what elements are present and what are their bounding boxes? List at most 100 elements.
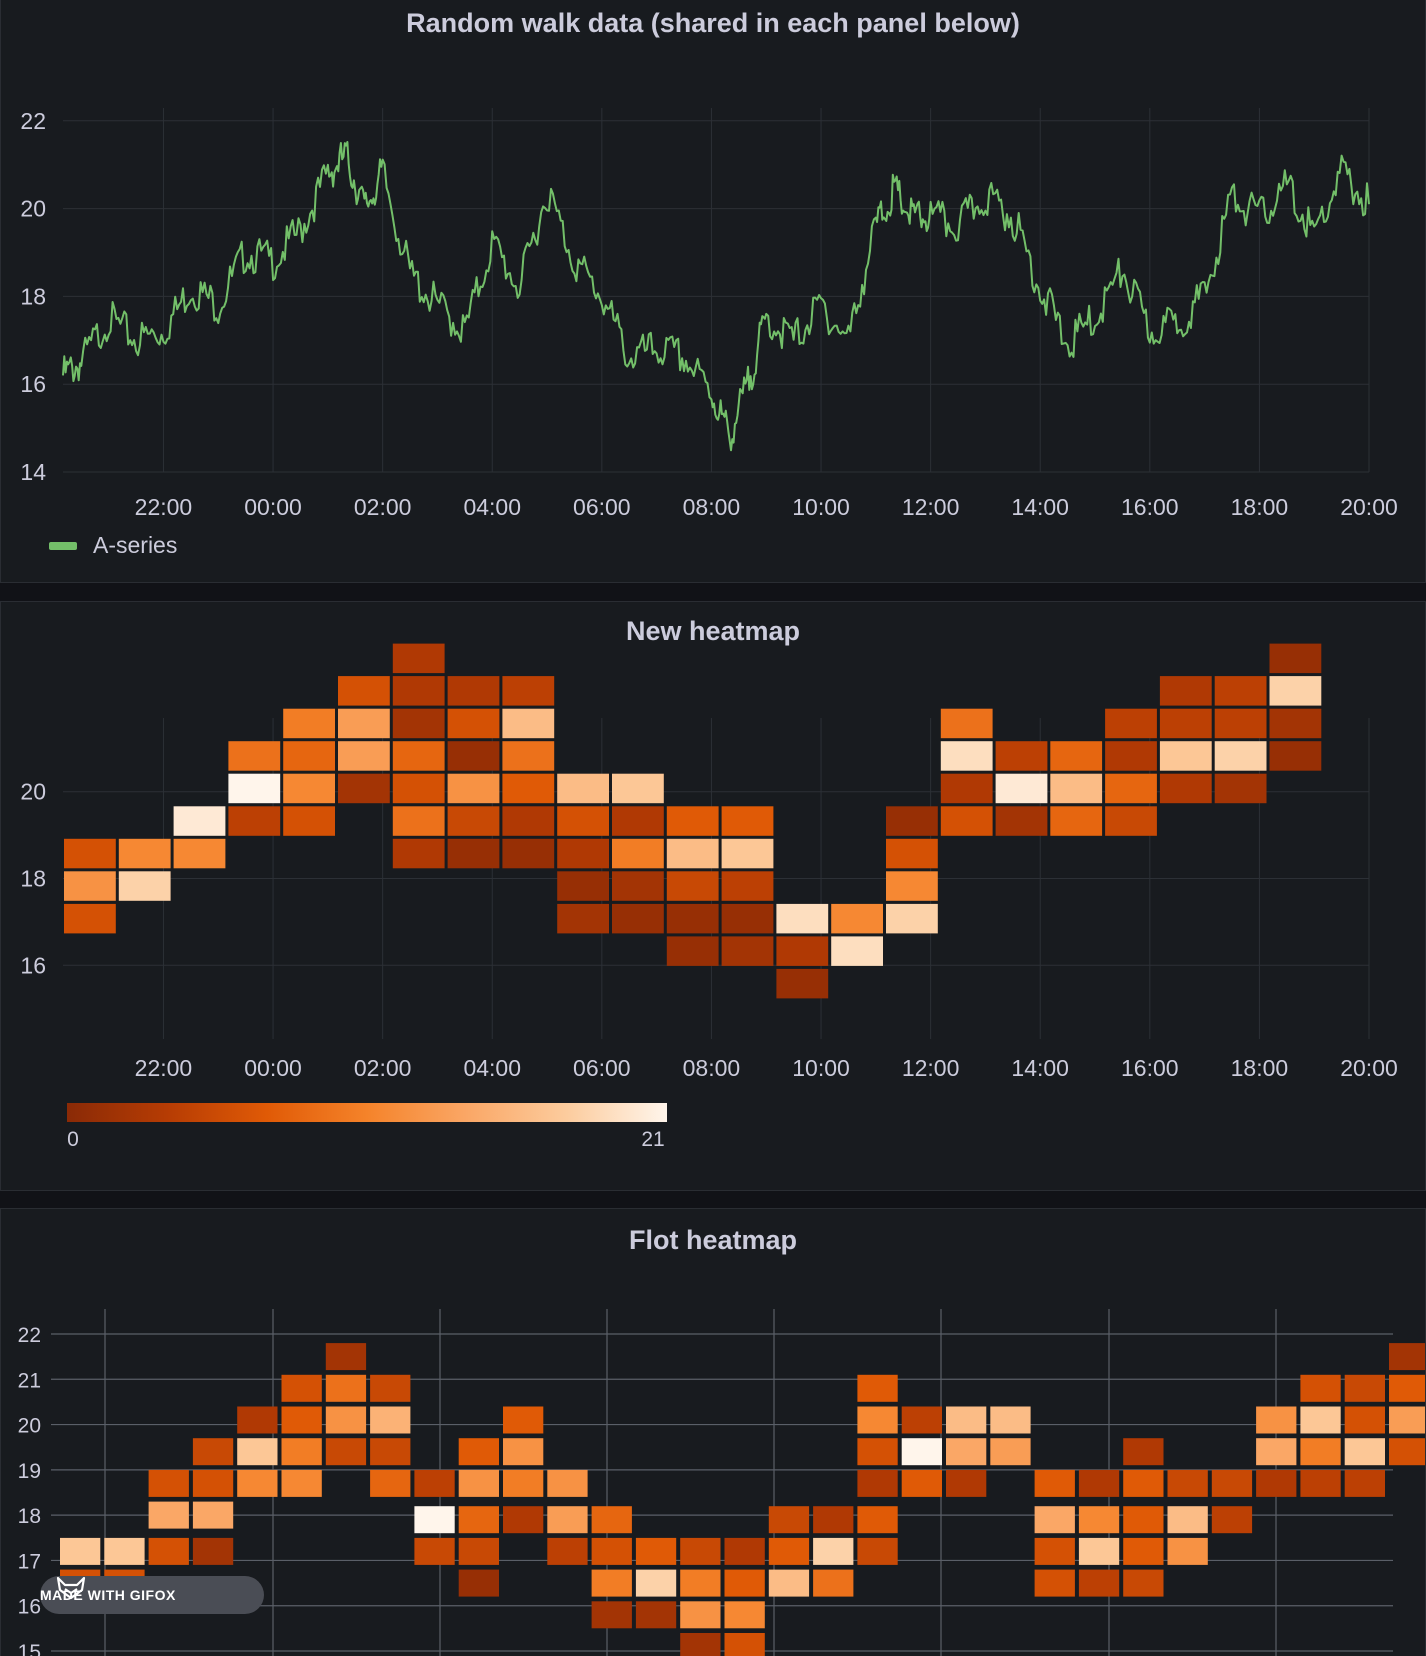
heatmap-cell bbox=[447, 838, 500, 869]
heatmap-cell bbox=[591, 1506, 632, 1534]
heatmap-cell bbox=[502, 676, 555, 706]
heatmap-cell bbox=[1214, 676, 1267, 706]
heatmap-cell bbox=[502, 838, 555, 869]
heatmap-cell bbox=[1389, 1438, 1425, 1466]
x-tick-label: 16:00 bbox=[1121, 1055, 1179, 1081]
heatmap-cell bbox=[325, 1343, 367, 1371]
heatmap-cell bbox=[1300, 1438, 1341, 1466]
heatmap-cell bbox=[547, 1537, 588, 1565]
heatmap-cell bbox=[370, 1406, 411, 1434]
heatmap-cell bbox=[1344, 1469, 1385, 1497]
heatmap-cell bbox=[721, 903, 774, 934]
heatmap-cell bbox=[666, 838, 719, 869]
heatmap-cell bbox=[447, 708, 500, 739]
heatmap-cell bbox=[776, 936, 829, 966]
y-tick-label: 19 bbox=[18, 1460, 41, 1483]
heatmap-cell bbox=[1269, 741, 1322, 771]
panel-title: Flot heatmap bbox=[628, 1225, 797, 1255]
heatmap-cell bbox=[281, 1406, 322, 1434]
heatmap-cell bbox=[1078, 1469, 1120, 1497]
heatmap-cell bbox=[591, 1601, 632, 1629]
heatmap-cell bbox=[721, 936, 774, 966]
heatmap-cell bbox=[680, 1601, 721, 1629]
y-tick-label: 18 bbox=[20, 283, 46, 309]
heatmap-cell bbox=[1050, 806, 1103, 836]
y-tick-label: 16 bbox=[18, 1596, 41, 1619]
heatmap-cell bbox=[1159, 708, 1212, 739]
heatmap-cell bbox=[940, 708, 993, 739]
heatmap-cell bbox=[392, 773, 445, 804]
heatmap-cell bbox=[237, 1438, 278, 1466]
heatmap-cell bbox=[886, 838, 938, 869]
color-scale-bar bbox=[67, 1103, 667, 1122]
heatmap-cell bbox=[1105, 773, 1157, 804]
heatmap-cell bbox=[458, 1506, 499, 1534]
heatmap-cell bbox=[281, 1469, 322, 1497]
heatmap-cell bbox=[612, 838, 664, 869]
heatmap-cell bbox=[1123, 1569, 1164, 1597]
heatmap-cell bbox=[237, 1469, 278, 1497]
heatmap-cell bbox=[325, 1374, 367, 1402]
heatmap-cell bbox=[591, 1537, 632, 1565]
heatmap-cell bbox=[104, 1537, 145, 1565]
heatmap-cell bbox=[990, 1406, 1031, 1434]
panel-title: Random walk data (shared in each panel b… bbox=[406, 8, 1020, 38]
color-scale-max: 21 bbox=[641, 1128, 664, 1151]
heatmap-cell bbox=[502, 741, 555, 771]
heatmap-cell bbox=[148, 1537, 189, 1565]
heatmap-cell bbox=[1214, 741, 1267, 771]
heatmap-cell bbox=[283, 806, 335, 836]
heatmap-cell bbox=[173, 806, 226, 836]
heatmap-cell bbox=[392, 708, 445, 739]
heatmap-cell bbox=[612, 903, 664, 934]
heatmap-cell bbox=[447, 773, 500, 804]
heatmap-cell bbox=[1050, 773, 1103, 804]
heatmap-cell bbox=[776, 903, 829, 934]
heatmap-cell bbox=[447, 676, 500, 706]
x-tick-label: 10:00 bbox=[792, 1055, 850, 1081]
legend[interactable]: A-series bbox=[49, 532, 177, 559]
heatmap-cell bbox=[237, 1406, 278, 1434]
x-tick-label: 08:00 bbox=[683, 1055, 741, 1081]
x-tick-label: 06:00 bbox=[573, 494, 631, 520]
heatmap-cell bbox=[612, 871, 664, 901]
heatmap-cell bbox=[1167, 1506, 1208, 1534]
heatmap-cell bbox=[721, 871, 774, 901]
heatmap-cell bbox=[1078, 1537, 1120, 1565]
y-tick-label: 15 bbox=[18, 1641, 41, 1656]
heatmap-cell bbox=[724, 1633, 765, 1656]
heatmap-cell bbox=[148, 1469, 189, 1497]
heatmap-cell bbox=[946, 1406, 987, 1434]
heatmap-cell bbox=[857, 1537, 898, 1565]
heatmap-cell bbox=[370, 1374, 411, 1402]
heatmap-cell bbox=[886, 903, 938, 934]
heatmap-cell bbox=[1389, 1374, 1425, 1402]
x-tick-label: 12:00 bbox=[902, 494, 960, 520]
heatmap-cell bbox=[283, 708, 335, 739]
y-tick-label: 17 bbox=[18, 1550, 41, 1573]
x-tick-label: 14:00 bbox=[1011, 1055, 1069, 1081]
heatmap-cell bbox=[680, 1537, 721, 1565]
heatmap-cell bbox=[995, 773, 1048, 804]
heatmap-cell bbox=[503, 1469, 544, 1497]
heatmap-cell bbox=[1389, 1343, 1425, 1371]
panel-title: New heatmap bbox=[625, 616, 801, 646]
heatmap-cell bbox=[768, 1569, 810, 1597]
x-tick-label: 02:00 bbox=[354, 494, 412, 520]
heatmap-cell bbox=[1214, 773, 1267, 804]
heatmap-cell bbox=[547, 1506, 588, 1534]
heatmap-cell bbox=[192, 1469, 234, 1497]
x-tick-label: 18:00 bbox=[1231, 1055, 1289, 1081]
y-tick-label: 22 bbox=[18, 1324, 41, 1347]
heatmap-cell bbox=[325, 1438, 367, 1466]
heatmap-cell bbox=[940, 806, 993, 836]
heatmap-cell bbox=[1389, 1406, 1425, 1434]
heatmap-cell bbox=[64, 871, 116, 901]
heatmap-cell bbox=[1034, 1537, 1075, 1565]
heatmap-cell bbox=[724, 1569, 765, 1597]
heatmap-cell bbox=[1123, 1506, 1164, 1534]
heatmap-cell bbox=[338, 708, 390, 739]
heatmap-cell bbox=[547, 1469, 588, 1497]
heatmap-cell bbox=[612, 806, 664, 836]
heatmap-cell bbox=[1256, 1469, 1297, 1497]
